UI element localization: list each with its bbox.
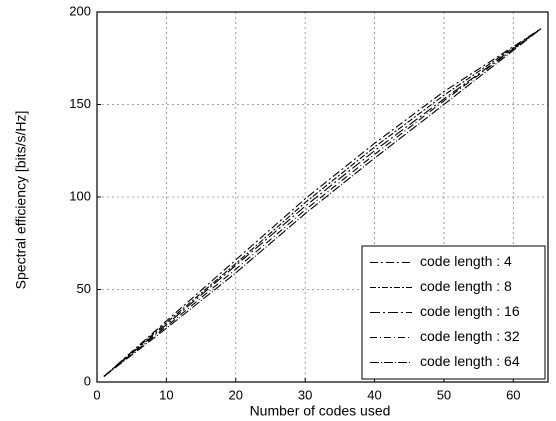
y-tick-label: 0 [84, 373, 91, 388]
legend-label: code length : 16 [420, 303, 520, 319]
x-tick-label: 10 [159, 387, 173, 402]
x-tick-label: 40 [367, 387, 381, 402]
series-line [103, 28, 542, 377]
y-tick-label: 150 [69, 96, 91, 111]
legend-label: code length : 4 [420, 253, 512, 269]
x-axis-label: Number of codes used [250, 403, 391, 419]
x-tick-label: 30 [298, 387, 312, 402]
plot-frame [96, 11, 549, 383]
y-tick-label: 50 [77, 281, 91, 296]
series-line [103, 28, 542, 377]
y-tick-label: 200 [69, 3, 91, 18]
y-tick-label: 100 [69, 188, 91, 203]
x-tick-label: 50 [437, 387, 451, 402]
legend-label: code length : 8 [420, 278, 512, 294]
series-line [103, 28, 542, 377]
x-tick-label: 0 [93, 387, 100, 402]
legend-label: code length : 32 [420, 328, 520, 344]
series-line [103, 28, 542, 377]
series-line [103, 28, 542, 377]
x-tick-label: 20 [229, 387, 243, 402]
x-tick-label: 60 [506, 387, 520, 402]
y-axis-label: Spectral efficiency [bits/s/Hz] [13, 111, 29, 290]
legend-label: code length : 64 [420, 353, 520, 369]
